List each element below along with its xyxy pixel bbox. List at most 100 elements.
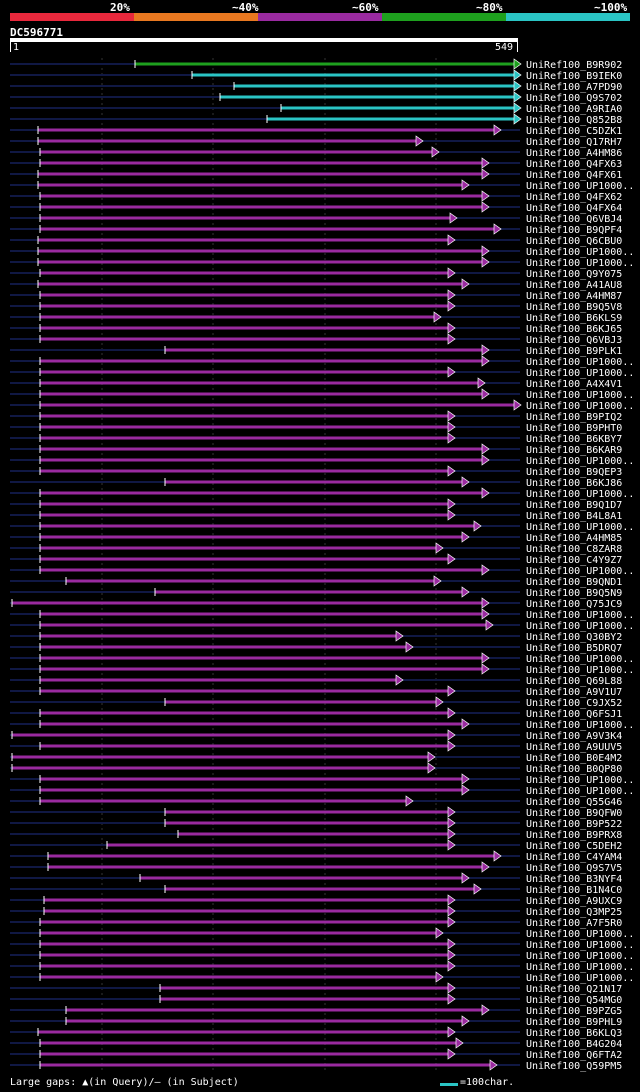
hit-label[interactable]: UniRef100_C4YAM4 xyxy=(526,852,622,863)
hit-bar[interactable] xyxy=(38,260,484,264)
hit-bar[interactable] xyxy=(44,909,450,913)
hit-label[interactable]: UniRef100_Q3MP25 xyxy=(526,907,622,918)
hit-bar[interactable] xyxy=(40,491,484,495)
hit-label[interactable]: UniRef100_UP1000.. xyxy=(526,247,634,258)
hit-row[interactable]: UniRef100_B9R902 xyxy=(10,58,622,71)
hit-label[interactable]: UniRef100_Q75JC9 xyxy=(526,599,622,610)
hit-bar[interactable] xyxy=(40,931,438,935)
hit-bar[interactable] xyxy=(165,348,484,352)
hit-bar[interactable] xyxy=(48,865,484,869)
hit-bar[interactable] xyxy=(40,975,438,979)
hit-bar[interactable] xyxy=(66,1019,464,1023)
hit-row[interactable]: UniRef100_Q4FX61 xyxy=(10,168,622,181)
hit-row[interactable]: UniRef100_UP1000.. xyxy=(10,355,634,368)
hit-bar[interactable] xyxy=(40,381,480,385)
hit-label[interactable]: UniRef100_Q4FX64 xyxy=(526,203,622,214)
hit-label[interactable]: UniRef100_B6KBY7 xyxy=(526,434,622,445)
hit-bar[interactable] xyxy=(40,337,450,341)
hit-row[interactable]: UniRef100_B9QEP3 xyxy=(10,465,622,478)
hit-label[interactable]: UniRef100_B9Q5V8 xyxy=(526,302,622,313)
hit-label[interactable]: UniRef100_B5DRQ7 xyxy=(526,643,622,654)
hit-row[interactable]: UniRef100_B9PIQ2 xyxy=(10,410,622,423)
hit-row[interactable]: UniRef100_B9QFW0 xyxy=(10,806,622,819)
hit-label[interactable]: UniRef100_UP1000.. xyxy=(526,973,634,984)
hit-row[interactable]: UniRef100_UP1000.. xyxy=(10,520,634,533)
hit-bar[interactable] xyxy=(40,326,450,330)
hit-label[interactable]: UniRef100_B0QP80 xyxy=(526,764,622,775)
hit-row[interactable]: UniRef100_C4Y9Z7 xyxy=(10,553,622,566)
hit-row[interactable]: UniRef100_B0E4M2 xyxy=(10,751,622,764)
hit-bar[interactable] xyxy=(38,139,418,143)
hit-row[interactable]: UniRef100_B5DRQ7 xyxy=(10,641,622,654)
hit-bar[interactable] xyxy=(38,1030,450,1034)
hit-label[interactable]: UniRef100_B9QEP3 xyxy=(526,467,622,478)
hit-label[interactable]: UniRef100_C5DEH2 xyxy=(526,841,622,852)
hit-label[interactable]: UniRef100_UP1000.. xyxy=(526,929,634,940)
hit-bar[interactable] xyxy=(155,590,464,594)
hit-row[interactable]: UniRef100_UP1000.. xyxy=(10,927,634,940)
hit-bar[interactable] xyxy=(40,150,434,154)
hit-label[interactable]: UniRef100_B9PHL9 xyxy=(526,1017,622,1028)
hit-label[interactable]: UniRef100_C8ZAR8 xyxy=(526,544,622,555)
hit-row[interactable]: UniRef100_A9UXC9 xyxy=(10,894,622,907)
hit-label[interactable]: UniRef100_UP1000.. xyxy=(526,258,634,269)
hit-row[interactable]: UniRef100_B6KBY7 xyxy=(10,432,622,445)
hit-row[interactable]: UniRef100_B9PZG5 xyxy=(10,1004,622,1017)
hit-bar[interactable] xyxy=(40,634,398,638)
hit-row[interactable]: UniRef100_B6KAR9 xyxy=(10,443,622,456)
hit-label[interactable]: UniRef100_Q54MG0 xyxy=(526,995,622,1006)
hit-label[interactable]: UniRef100_Q17RH7 xyxy=(526,137,622,148)
hit-row[interactable]: UniRef100_UP1000.. xyxy=(10,773,634,786)
hit-label[interactable]: UniRef100_C5DZK1 xyxy=(526,126,622,137)
hit-row[interactable]: UniRef100_Q6CBU0 xyxy=(10,234,622,247)
hit-bar[interactable] xyxy=(40,359,484,363)
hit-label[interactable]: UniRef100_B9IEK0 xyxy=(526,71,622,82)
hit-bar[interactable] xyxy=(165,480,464,484)
hit-row[interactable]: UniRef100_Q17RH7 xyxy=(10,135,622,148)
hit-label[interactable]: UniRef100_A4X4V1 xyxy=(526,379,622,390)
hit-bar[interactable] xyxy=(165,700,438,704)
hit-row[interactable]: UniRef100_UP1000.. xyxy=(10,366,634,379)
hit-label[interactable]: UniRef100_C4Y9Z7 xyxy=(526,555,622,566)
hit-row[interactable]: UniRef100_UP1000.. xyxy=(10,619,634,632)
hit-label[interactable]: UniRef100_B3NYF4 xyxy=(526,874,622,885)
hit-row[interactable]: UniRef100_UP1000.. xyxy=(10,718,634,731)
hit-row[interactable]: UniRef100_B4L8A1 xyxy=(10,509,622,522)
hit-row[interactable]: UniRef100_Q4FX63 xyxy=(10,157,622,170)
hit-row[interactable]: UniRef100_A7PD90 xyxy=(10,80,622,93)
hit-row[interactable]: UniRef100_UP1000.. xyxy=(10,564,634,577)
hit-bar[interactable] xyxy=(140,876,464,880)
hit-row[interactable]: UniRef100_Q55G46 xyxy=(10,795,622,808)
hit-bar[interactable] xyxy=(40,502,450,506)
hit-label[interactable]: UniRef100_B4G204 xyxy=(526,1039,622,1050)
hit-row[interactable]: UniRef100_B9QPF4 xyxy=(10,223,622,236)
hit-row[interactable]: UniRef100_B9PHT0 xyxy=(10,421,622,434)
hit-row[interactable]: UniRef100_B3NYF4 xyxy=(10,872,622,885)
hit-label[interactable]: UniRef100_A7F5R0 xyxy=(526,918,622,929)
hit-row[interactable]: UniRef100_B6KLS9 xyxy=(10,311,622,324)
hit-bar[interactable] xyxy=(40,315,436,319)
hit-label[interactable]: UniRef100_Q30BY2 xyxy=(526,632,622,643)
hit-bar[interactable] xyxy=(40,678,398,682)
hit-row[interactable]: UniRef100_B9Q1D7 xyxy=(10,498,622,511)
hit-bar[interactable] xyxy=(107,843,450,847)
hit-bar[interactable] xyxy=(40,447,484,451)
hit-label[interactable]: UniRef100_Q4FX63 xyxy=(526,159,622,170)
hit-label[interactable]: UniRef100_A9UUV5 xyxy=(526,742,622,753)
hit-row[interactable]: UniRef100_UP1000.. xyxy=(10,949,634,962)
hit-label[interactable]: UniRef100_B9QND1 xyxy=(526,577,622,588)
hit-label[interactable]: UniRef100_C9JX52 xyxy=(526,698,622,709)
hit-row[interactable]: UniRef100_B9PRX8 xyxy=(10,828,622,841)
hit-label[interactable]: UniRef100_UP1000.. xyxy=(526,654,634,665)
hit-label[interactable]: UniRef100_UP1000.. xyxy=(526,962,634,973)
hit-label[interactable]: UniRef100_Q6FTA2 xyxy=(526,1050,622,1061)
hit-label[interactable]: UniRef100_B9QPF4 xyxy=(526,225,622,236)
hit-label[interactable]: UniRef100_A4HM85 xyxy=(526,533,622,544)
hit-label[interactable]: UniRef100_UP1000.. xyxy=(526,401,634,412)
hit-bar[interactable] xyxy=(135,62,516,66)
hit-label[interactable]: UniRef100_A4HM87 xyxy=(526,291,622,302)
hit-label[interactable]: UniRef100_UP1000.. xyxy=(526,940,634,951)
hit-bar[interactable] xyxy=(12,601,484,605)
hit-bar[interactable] xyxy=(165,810,450,814)
hit-row[interactable]: UniRef100_A41AU8 xyxy=(10,278,622,291)
